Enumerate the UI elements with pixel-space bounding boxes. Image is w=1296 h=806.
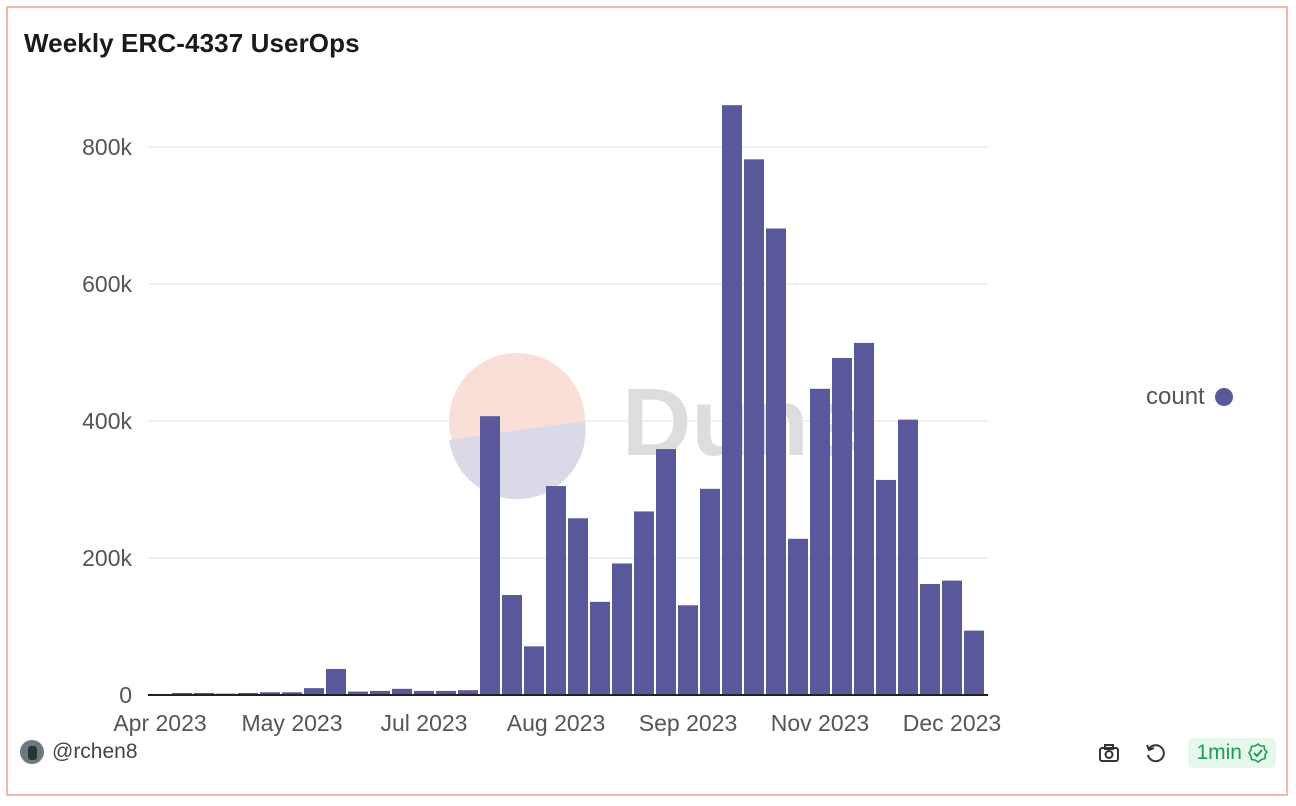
- author-info[interactable]: @rchen8: [20, 740, 138, 764]
- refresh-interval: 1min: [1196, 741, 1242, 764]
- bar: [920, 584, 940, 695]
- x-tick-label: May 2023: [241, 710, 342, 736]
- bar: [744, 159, 764, 695]
- legend-label: count: [1146, 383, 1205, 410]
- bar: [414, 690, 434, 695]
- y-tick-label: 600k: [82, 271, 132, 297]
- refresh-interval-badge[interactable]: 1min: [1188, 738, 1276, 768]
- legend-swatch: [1214, 388, 1233, 406]
- x-tick-label: Dec 2023: [903, 710, 1001, 736]
- author-name: @rchen8: [52, 740, 138, 763]
- bar: [304, 688, 324, 695]
- bar: [480, 416, 500, 695]
- bar: [722, 105, 742, 696]
- bar: [282, 692, 302, 695]
- bar: [590, 601, 610, 695]
- bar: [612, 563, 632, 695]
- bars: [150, 105, 984, 696]
- bar: [876, 479, 896, 695]
- bar: [172, 692, 192, 695]
- bar: [700, 488, 720, 695]
- legend[interactable]: count: [1146, 383, 1233, 411]
- x-tick-label: Sep 2023: [639, 710, 737, 736]
- dune-watermark: Dune: [449, 353, 862, 500]
- refresh-icon[interactable]: [1142, 740, 1168, 766]
- bar: [766, 228, 786, 695]
- bar: [238, 692, 258, 695]
- bar: [326, 668, 346, 695]
- check-circle-icon: [1248, 743, 1268, 763]
- bar: [568, 518, 588, 695]
- bar: [634, 511, 654, 695]
- bar: [942, 580, 962, 695]
- x-axis-ticks: Apr 2023 May 2023 Jul 2023 Aug 2023 Sep 2023…: [113, 710, 1001, 736]
- x-tick-label: Nov 2023: [771, 710, 869, 736]
- bar: [854, 342, 874, 695]
- bar: [656, 449, 676, 695]
- camera-icon[interactable]: [1096, 740, 1122, 766]
- bar: [524, 646, 544, 695]
- bar: [898, 419, 918, 695]
- footer-actions: 1min: [1096, 738, 1276, 768]
- bar: [678, 605, 698, 695]
- bar: [502, 594, 522, 695]
- y-tick-label: 400k: [82, 408, 132, 434]
- chart-title: Weekly ERC-4337 UserOps: [24, 28, 360, 58]
- x-tick-label: Jul 2023: [381, 710, 468, 736]
- bar: [546, 486, 566, 695]
- x-tick-label: Aug 2023: [507, 710, 605, 736]
- bar: [260, 692, 280, 695]
- y-tick-label: 200k: [82, 545, 132, 571]
- bar: [370, 690, 390, 695]
- y-tick-label: 0: [119, 682, 132, 708]
- bar: [348, 691, 368, 695]
- bar: [458, 690, 478, 695]
- avatar: [20, 740, 44, 764]
- bar: [832, 357, 852, 695]
- bar: [810, 388, 830, 695]
- y-axis-ticks: 0 200k 400k 600k 800k: [82, 134, 132, 708]
- x-tick-label: Apr 2023: [113, 710, 206, 736]
- bar: [392, 688, 412, 695]
- bar: [964, 630, 984, 695]
- bar: [436, 690, 456, 695]
- y-tick-label: 800k: [82, 134, 132, 160]
- bar: [194, 692, 214, 695]
- bar: [788, 538, 808, 695]
